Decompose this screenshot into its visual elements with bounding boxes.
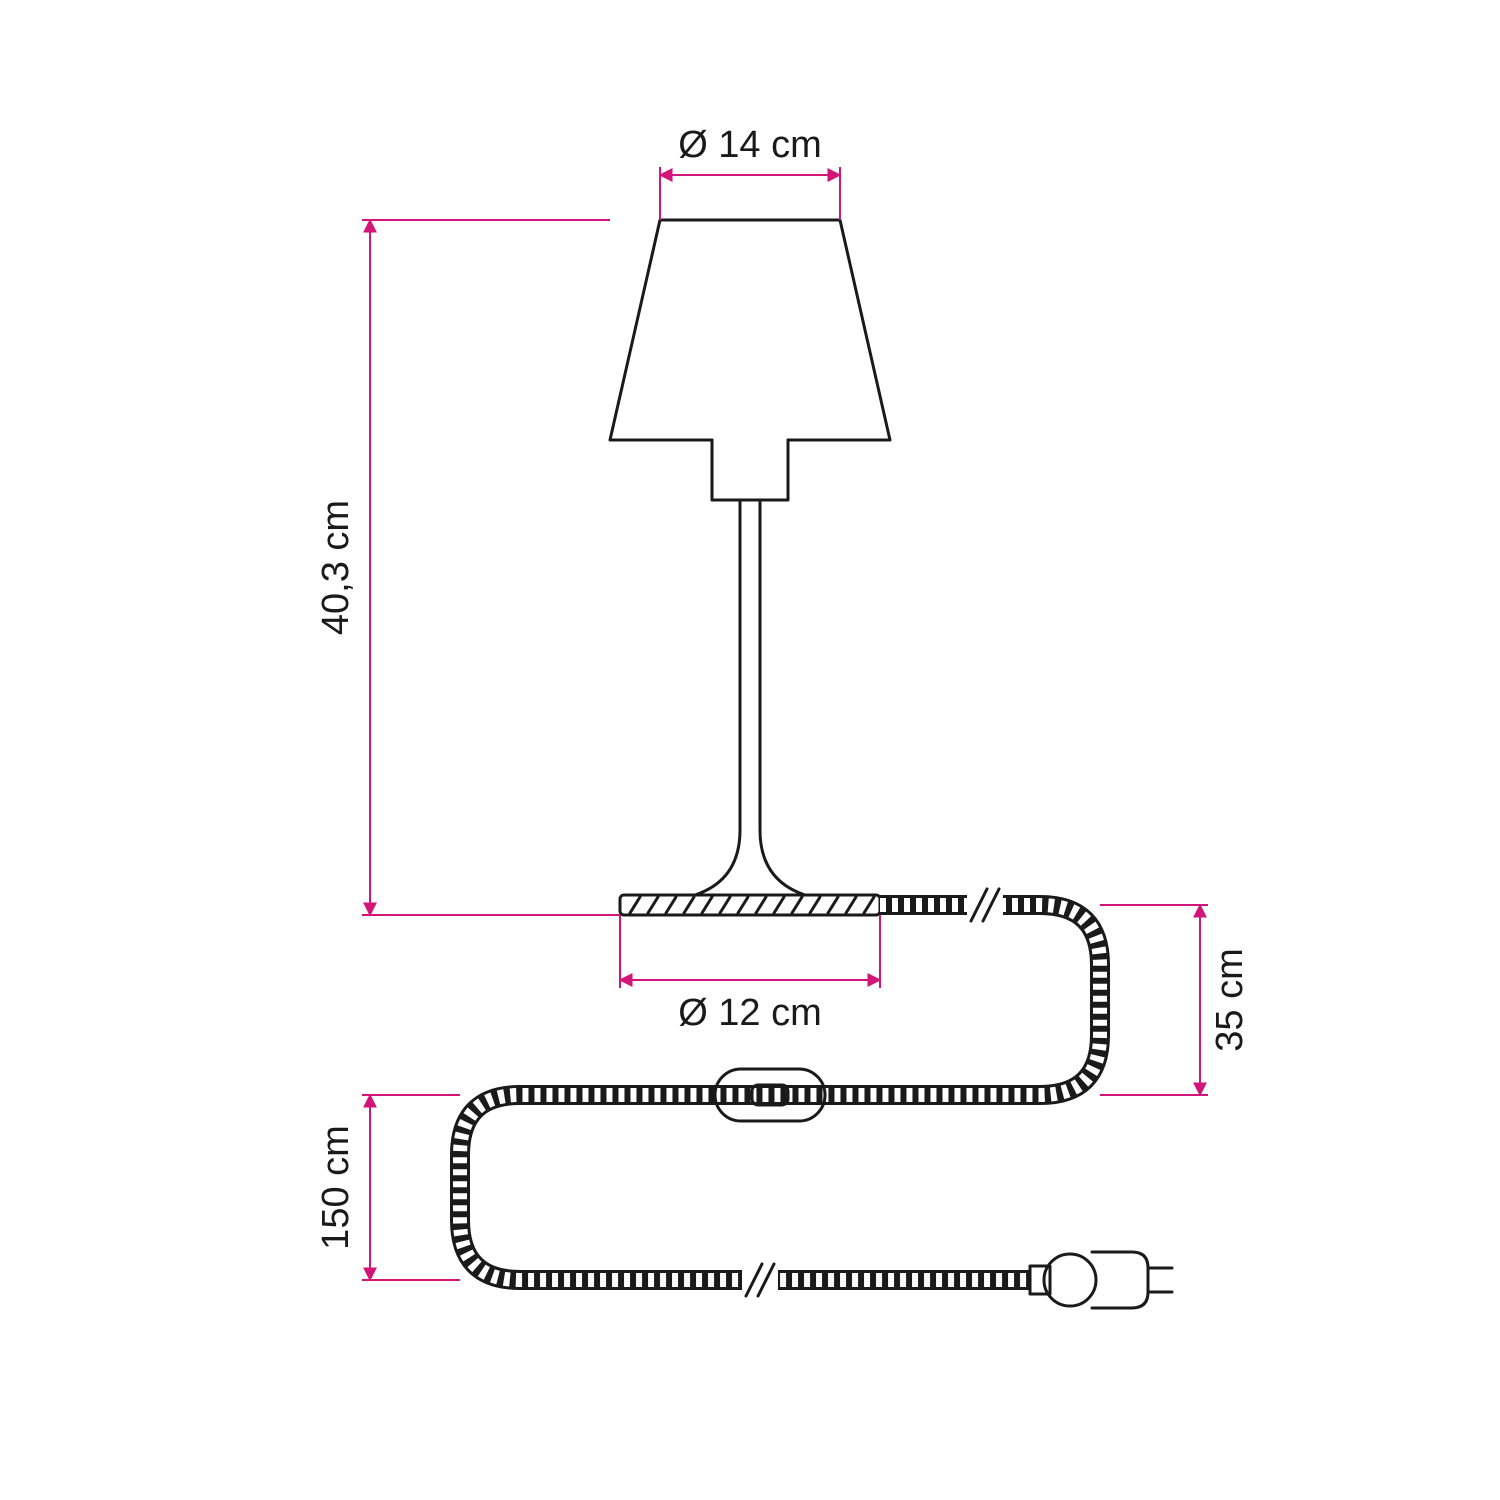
dim-cable-35: 35 cm — [1209, 948, 1251, 1051]
lamp-dimension-diagram: Ø 14 cm 40,3 cm Ø 12 cm 35 cm 150 cm — [0, 0, 1500, 1500]
dim-total-height: 40,3 cm — [315, 500, 357, 635]
dim-base-diameter: Ø 12 cm — [678, 992, 822, 1034]
plug-icon — [1044, 1254, 1096, 1306]
dim-shade-diameter: Ø 14 cm — [678, 124, 822, 166]
dim-cable-150: 150 cm — [315, 1125, 357, 1250]
